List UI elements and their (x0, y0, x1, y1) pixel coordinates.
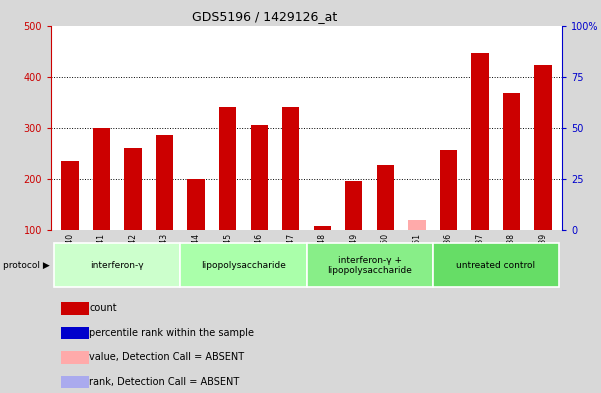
Bar (124, 148, 142, 230)
Text: count: count (90, 303, 117, 314)
Bar (408, 220, 426, 230)
Bar (377, 165, 394, 230)
Text: protocol ▶: protocol ▶ (3, 261, 50, 270)
Bar (219, 107, 236, 230)
FancyBboxPatch shape (54, 243, 180, 287)
Bar (503, 93, 520, 230)
FancyBboxPatch shape (180, 243, 307, 287)
Bar (156, 135, 173, 230)
Bar (61, 351, 90, 364)
Bar (440, 150, 457, 230)
Bar (61, 161, 79, 230)
FancyBboxPatch shape (433, 243, 559, 287)
Bar (61, 376, 90, 388)
Text: interferon-γ +
lipopolysaccharide: interferon-γ + lipopolysaccharide (327, 255, 412, 275)
Text: interferon-γ: interferon-γ (91, 261, 144, 270)
Text: lipopolysaccharide: lipopolysaccharide (201, 261, 286, 270)
Text: rank, Detection Call = ABSENT: rank, Detection Call = ABSENT (90, 377, 240, 387)
Bar (61, 327, 90, 339)
Text: value, Detection Call = ABSENT: value, Detection Call = ABSENT (90, 353, 245, 362)
Bar (188, 179, 205, 230)
Text: percentile rank within the sample: percentile rank within the sample (90, 328, 254, 338)
Bar (471, 53, 489, 230)
Bar (93, 128, 110, 230)
Bar (282, 107, 299, 230)
Text: untreated control: untreated control (456, 261, 535, 270)
Bar (61, 302, 90, 314)
FancyBboxPatch shape (307, 243, 433, 287)
Bar (534, 65, 552, 230)
Bar (251, 125, 268, 230)
Bar (314, 226, 331, 230)
Bar (345, 181, 362, 230)
Text: GDS5196 / 1429126_at: GDS5196 / 1429126_at (192, 10, 337, 23)
